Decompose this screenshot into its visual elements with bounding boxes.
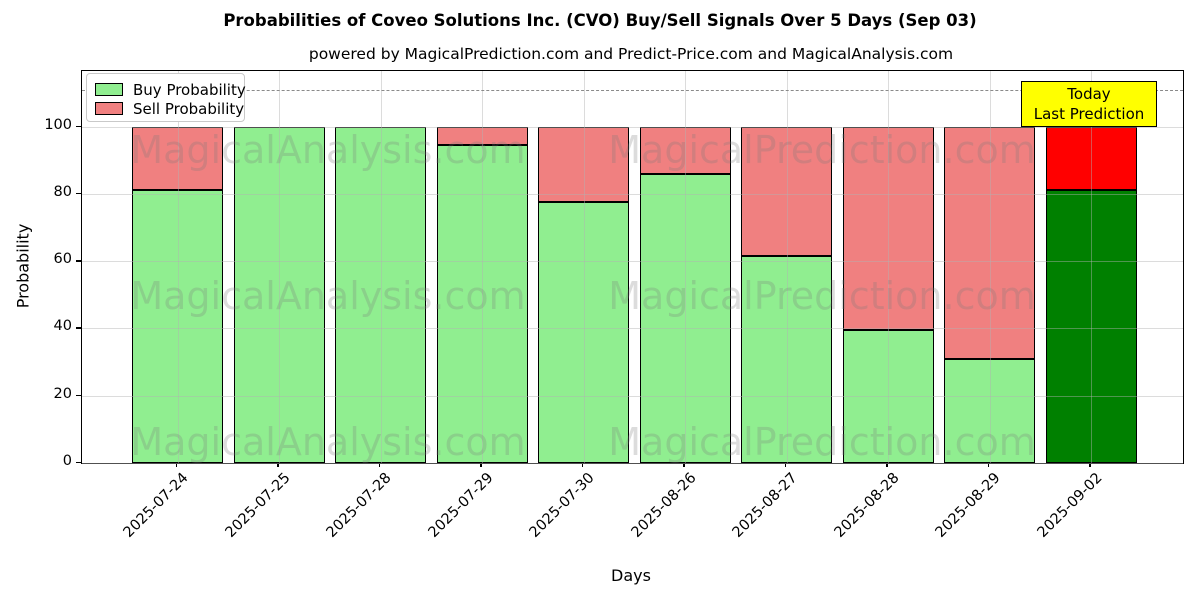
sell-segment-2025-07-29 [436, 126, 528, 146]
x-tick-label: 2025-07-29 [425, 470, 497, 541]
y-gridline [82, 328, 1183, 330]
legend: Buy Probability Sell Probability [86, 73, 246, 122]
buy-segment-2025-07-29 [436, 145, 528, 463]
buy-segment-2025-08-28 [842, 330, 934, 463]
x-gridline [279, 71, 280, 463]
today-annotation-box: Today Last Prediction [1021, 81, 1157, 127]
x-tick-mark [683, 462, 685, 467]
x-gridline [482, 71, 483, 463]
dashed-reference-line [82, 89, 1183, 91]
x-tick-mark [480, 462, 482, 467]
y-tick-label: 100 [44, 116, 72, 133]
sell-segment-2025-08-29 [944, 126, 1035, 359]
x-tick-mark [277, 462, 279, 467]
x-tick-mark [987, 462, 990, 467]
buy-segment-2025-07-30 [538, 202, 629, 463]
x-gridline [786, 71, 788, 463]
x-tick-mark [581, 462, 584, 467]
y-gridline [82, 463, 1183, 464]
x-tick-label: 2025-08-26 [628, 470, 700, 541]
y-tick-mark [76, 192, 81, 195]
y-gridline [82, 261, 1183, 263]
y-tick-label: 20 [53, 385, 72, 402]
x-tick-label: 2025-09-02 [1034, 470, 1106, 541]
chart-subtitle: powered by MagicalPrediction.com and Pre… [308, 45, 954, 63]
y-gridline [82, 193, 1183, 195]
buy-segment-2025-09-02 [1045, 190, 1137, 463]
y-tick-mark [76, 462, 81, 464]
y-gridline [82, 126, 1183, 128]
sell-segment-2025-07-24 [132, 126, 223, 191]
buy-segment-2025-07-24 [132, 190, 223, 463]
x-axis-label: Days [611, 566, 651, 585]
buy-segment-2025-08-29 [944, 358, 1035, 463]
y-tick-mark [76, 394, 81, 397]
sell-segment-2025-07-30 [538, 126, 629, 203]
annotation-line-1: Today [1067, 85, 1111, 103]
buy-segment-2025-08-27 [741, 256, 832, 463]
legend-item-sell: Sell Probability [95, 99, 244, 118]
x-tick-label: 2025-07-30 [526, 470, 598, 541]
legend-label-sell: Sell Probability [133, 99, 245, 118]
y-axis-label: Probability [13, 223, 33, 309]
legend-item-buy: Buy Probability [95, 80, 246, 99]
x-gridline [685, 71, 686, 463]
x-tick-mark [175, 462, 178, 467]
x-gridline [177, 71, 179, 463]
buy-segment-2025-07-25 [233, 126, 325, 463]
x-gridline [380, 71, 382, 463]
y-tick-label: 60 [53, 251, 72, 268]
x-tick-label: 2025-07-25 [222, 470, 294, 541]
buy-segment-2025-07-28 [335, 126, 426, 463]
sell-segment-2025-08-27 [741, 126, 832, 257]
x-tick-mark [1089, 462, 1091, 467]
legend-label-buy: Buy Probability [133, 80, 246, 99]
buy-swatch-icon [95, 83, 123, 96]
y-gridline [82, 395, 1183, 397]
x-tick-label: 2025-08-28 [831, 470, 903, 541]
sell-swatch-icon [95, 102, 123, 115]
y-tick-label: 40 [53, 318, 72, 335]
sell-segment-2025-09-02 [1045, 126, 1137, 191]
x-tick-label: 2025-07-24 [120, 470, 192, 541]
annotation-line-2: Last Prediction [1033, 105, 1145, 123]
x-gridline [989, 71, 991, 463]
chart-title: Probabilities of Coveo Solutions Inc. (C… [223, 11, 977, 30]
buy-segment-2025-08-26 [639, 173, 731, 463]
x-tick-label: 2025-08-29 [932, 470, 1004, 541]
x-tick-mark [784, 462, 787, 467]
x-tick-label: 2025-07-28 [323, 470, 395, 541]
x-tick-mark [378, 462, 381, 467]
sell-segment-2025-08-26 [639, 126, 731, 174]
x-tick-mark [886, 462, 888, 467]
y-tick-label: 80 [53, 183, 72, 200]
y-tick-mark [76, 260, 81, 262]
sell-segment-2025-08-28 [842, 126, 934, 331]
plot-area [81, 70, 1184, 464]
y-tick-mark [76, 327, 81, 329]
y-tick-mark [76, 125, 81, 127]
x-gridline [583, 71, 585, 463]
x-gridline [1091, 71, 1092, 463]
x-tick-label: 2025-08-27 [729, 470, 801, 541]
y-tick-label: 0 [62, 453, 72, 469]
x-gridline [888, 71, 889, 463]
